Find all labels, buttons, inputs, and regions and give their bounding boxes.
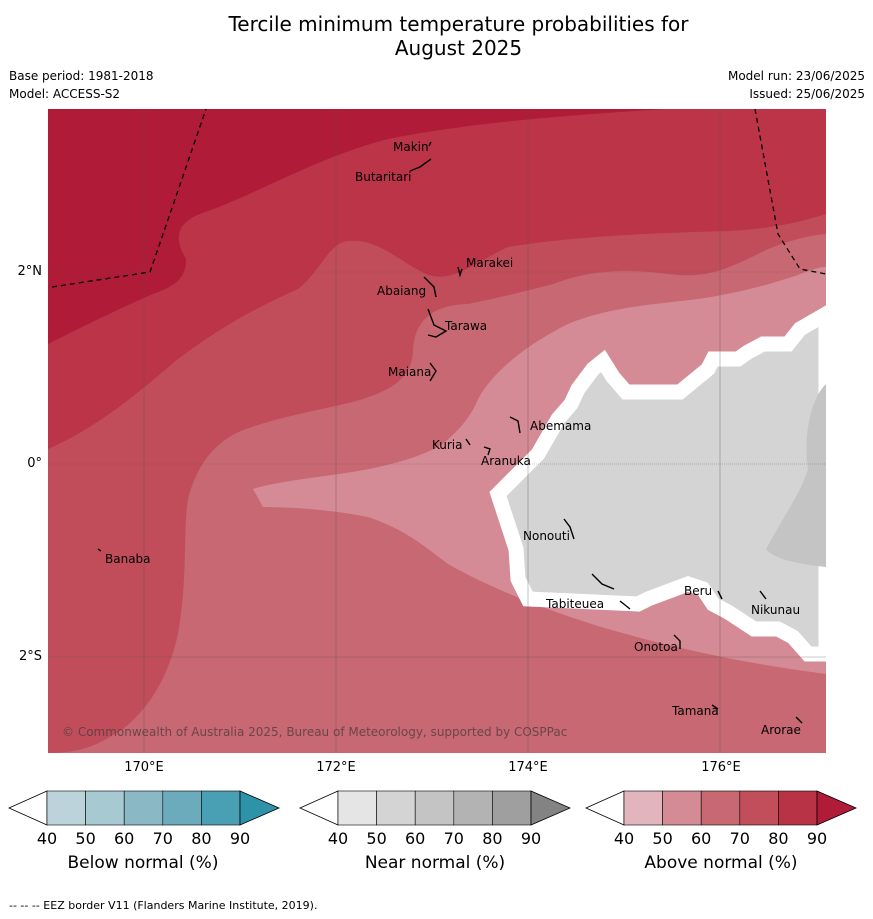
near-normal-region [489, 305, 826, 662]
copyright-notice: © Commonwealth of Australia 2025, Bureau… [62, 725, 567, 739]
label-nonouti[interactable]: Nonouti [523, 529, 570, 543]
colorbar-below-swatches [8, 790, 280, 826]
colorbar-near [299, 790, 571, 826]
colorbar-tick-label: 40 [327, 829, 349, 848]
colorbar-tick-label: 70 [443, 829, 464, 848]
colorbar-tick-label: 90 [229, 829, 251, 848]
label-tarawa[interactable]: Tarawa [444, 319, 487, 333]
meta-left: Base period: 1981-2018 Model: ACCESS-S2 [9, 67, 154, 103]
colorbar-tick-label: 60 [405, 829, 426, 848]
colorbar-swatch [492, 790, 532, 826]
lon-label-176e: 176°E [701, 760, 741, 775]
colorbar-swatch [414, 790, 455, 826]
label-arorae[interactable]: Arorae [761, 723, 801, 737]
colorbar-lower-extend [8, 790, 48, 826]
lat-label-2s: 2°S [18, 649, 42, 664]
colorbar-upper-extend [239, 790, 280, 826]
colorbar-swatch [201, 790, 241, 826]
label-tamana[interactable]: Tamana [671, 704, 719, 718]
title-line-1: Tercile minimum temperature probabilitie… [228, 12, 689, 36]
island-labels: Makin Butaritari Marakei Abaiang Tarawa … [105, 140, 801, 737]
eez-borders [51, 109, 826, 288]
lon-label-174e: 174°E [508, 760, 548, 775]
label-onotoa[interactable]: Onotoa [634, 640, 678, 654]
colorbar-swatch [162, 790, 202, 826]
colorbar-tick-label: 50 [652, 829, 673, 848]
colorbar-upper-extend [530, 790, 571, 826]
colorbar-swatch [85, 790, 125, 826]
label-abaiang[interactable]: Abaiang [377, 284, 426, 298]
colorbar-tick-label: 60 [114, 829, 135, 848]
meta-right: Model run: 23/06/2025 Issued: 25/06/2025 [728, 67, 865, 103]
label-marakei[interactable]: Marakei [466, 256, 513, 270]
colorbar-above-swatches [585, 790, 857, 826]
lon-label-172e: 172°E [316, 760, 356, 775]
label-aranuka[interactable]: Aranuka [481, 454, 531, 468]
label-kuria[interactable]: Kuria [432, 438, 463, 452]
label-makin[interactable]: Makin [393, 140, 429, 154]
colorbar-tick-label: 80 [482, 829, 503, 848]
model-run: Model run: 23/06/2025 [727, 69, 865, 83]
label-maiana[interactable]: Maiana [388, 365, 431, 379]
colorbar-upper-extend [816, 790, 857, 826]
colorbar-below [8, 790, 280, 826]
gridlines [48, 109, 826, 753]
colorbar-near-swatches [299, 790, 571, 826]
label-banaba[interactable]: Banaba [105, 552, 151, 566]
model-name: Model: ACCESS-S2 [9, 87, 121, 101]
colorbar-swatch [376, 790, 416, 826]
issued-date: Issued: 25/06/2025 [749, 87, 865, 101]
colorbar-tick-label: 90 [520, 829, 542, 848]
colorbar-swatch [700, 790, 741, 826]
lat-label-0: 0° [27, 456, 42, 471]
legend-above-label: Above normal (%) [644, 853, 798, 873]
base-period: Base period: 1981-2018 [9, 69, 154, 83]
chart-title: Tercile minimum temperature probabilitie… [0, 12, 873, 60]
colorbar-tick-label: 90 [806, 829, 828, 848]
title-line-2: August 2025 [394, 36, 523, 60]
label-nikunau[interactable]: Nikunau [751, 603, 800, 617]
colorbar-tick-label: 50 [75, 829, 96, 848]
colorbar-tick-label: 70 [152, 829, 173, 848]
colorbar-swatch [778, 790, 818, 826]
lon-label-170e: 170°E [124, 760, 164, 775]
legend-below-label: Below normal (%) [67, 853, 219, 873]
colorbar-tick-label: 80 [768, 829, 789, 848]
colorbar-swatch [662, 790, 702, 826]
colorbar-swatch [739, 790, 779, 826]
colorbar-tick-label: 80 [191, 829, 212, 848]
near-normal-50-60 [766, 384, 826, 567]
island-outlines [97, 141, 803, 724]
eez-footnote: -- -- -- EEZ border V11 (Flanders Marine… [9, 899, 318, 912]
colorbar-tick-label: 60 [691, 829, 712, 848]
colorbar-lower-extend [585, 790, 625, 826]
colorbar-tick-label: 70 [729, 829, 750, 848]
label-abemama[interactable]: Abemama [530, 419, 591, 433]
lat-label-2n: 2°N [17, 264, 43, 279]
map-panel[interactable]: Makin Butaritari Marakei Abaiang Tarawa … [48, 109, 826, 753]
colorbar-lower-extend [299, 790, 339, 826]
label-tabiteuea[interactable]: Tabiteuea [545, 597, 604, 611]
colorbar-above [585, 790, 857, 826]
colorbar-swatch [623, 790, 663, 826]
legend-near-label: Near normal (%) [364, 853, 506, 873]
colorbar-swatch [453, 790, 493, 826]
label-butaritari[interactable]: Butaritari [355, 170, 412, 184]
label-beru[interactable]: Beru [684, 584, 712, 598]
colorbar-swatch [337, 790, 377, 826]
colorbar-swatch [123, 790, 164, 826]
colorbar-tick-label: 40 [613, 829, 635, 848]
colorbar-tick-label: 50 [366, 829, 387, 848]
colorbar-swatch [46, 790, 86, 826]
colorbar-tick-label: 40 [36, 829, 58, 848]
